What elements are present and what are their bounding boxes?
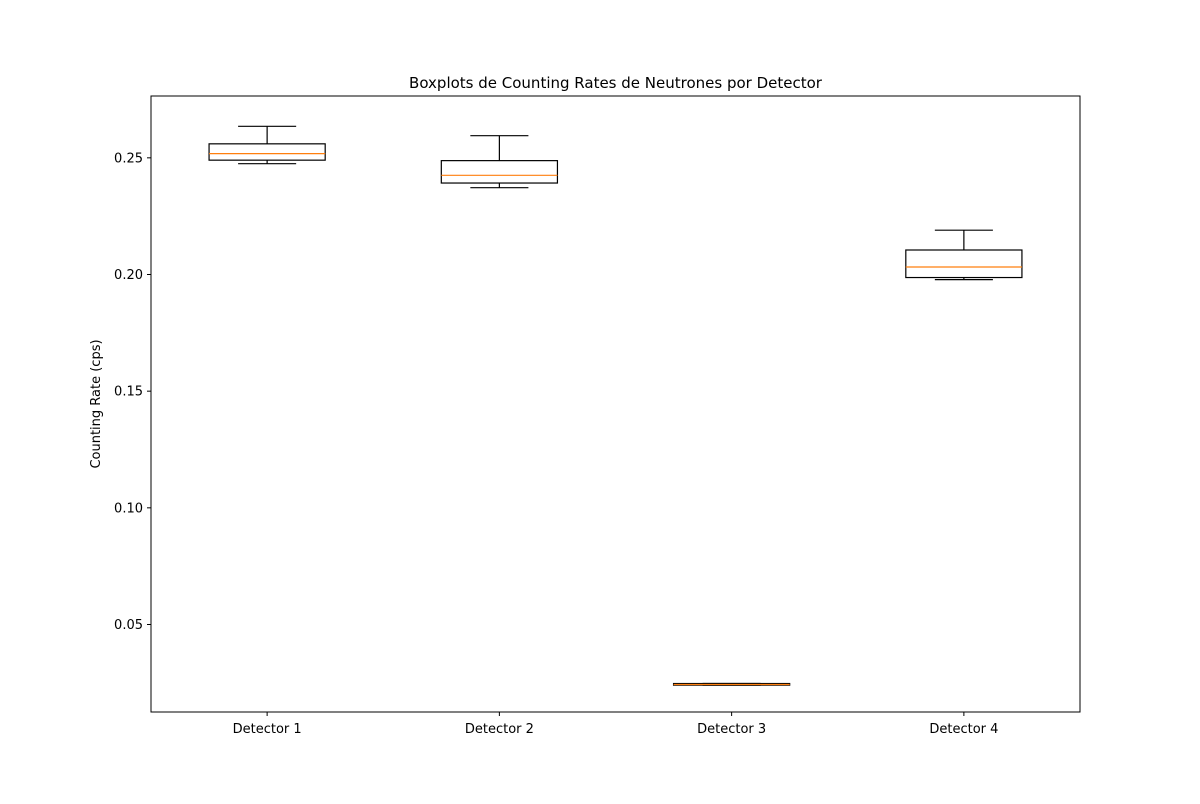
box-3	[672, 682, 791, 686]
x-tick-label: Detector 2	[465, 722, 534, 737]
box-2	[440, 135, 559, 189]
y-tick-label: 0.25	[114, 151, 143, 166]
x-axis: Detector 1 Detector 2 Detector 3 Detector 4	[233, 712, 998, 737]
box-4	[905, 229, 1023, 281]
y-axis: 0.05 0.10 0.15 0.20 0.25	[114, 151, 151, 633]
y-tick-label: 0.15	[114, 385, 143, 400]
iqr-box	[905, 249, 1023, 279]
y-tick-label: 0.20	[114, 268, 143, 283]
x-tick-label: Detector 1	[233, 722, 302, 737]
y-axis-label: Counting Rate (cps)	[89, 339, 104, 468]
boxes-layer	[208, 125, 1023, 686]
iqr-box	[440, 160, 559, 184]
iqr-box	[208, 143, 326, 161]
y-tick-label: 0.10	[114, 501, 143, 516]
chart-title: Boxplots de Counting Rates de Neutrones …	[409, 74, 823, 92]
x-tick-label: Detector 3	[697, 722, 766, 737]
y-tick-label: 0.05	[114, 618, 143, 633]
x-tick-label: Detector 4	[929, 722, 998, 737]
box-1	[208, 125, 326, 165]
axes-frame	[150, 95, 1081, 713]
